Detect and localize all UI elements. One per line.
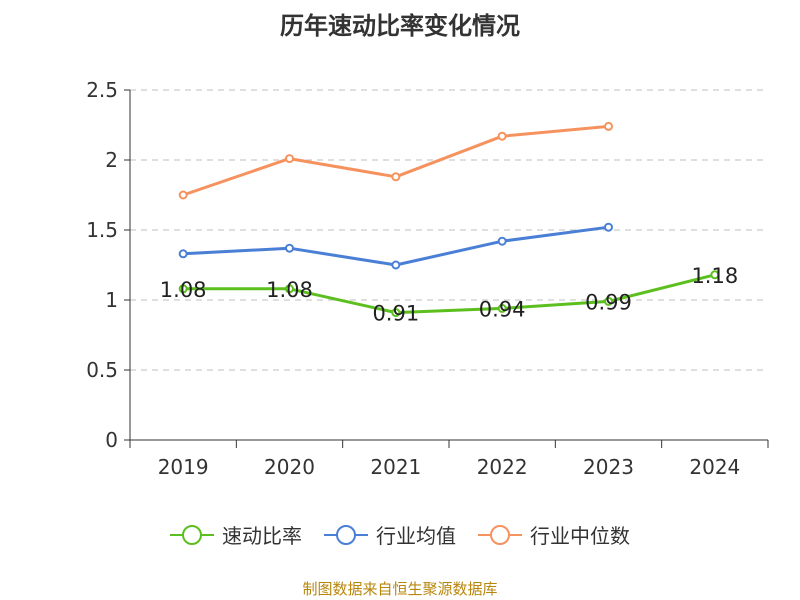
legend-item-industry-mean[interactable]: 行业均值 (324, 520, 456, 549)
y-tick-label: 1.5 (86, 218, 118, 242)
data-label: 1.18 (691, 264, 738, 288)
chart-title: 历年速动比率变化情况 (280, 12, 520, 40)
data-label: 0.99 (585, 290, 632, 314)
chart-legend: 速动比率 行业均值 行业中位数 (0, 520, 800, 549)
data-point (604, 121, 613, 131)
data-point (604, 222, 613, 232)
data-point (391, 172, 401, 182)
legend-item-industry-median[interactable]: 行业中位数 (478, 520, 630, 549)
data-point (497, 303, 507, 313)
series-line (182, 124, 609, 197)
x-tick-label: 2022 (477, 455, 528, 479)
data-label: 0.91 (372, 302, 419, 326)
data-point (497, 236, 507, 246)
data-point (391, 308, 401, 318)
data-source-note: 制图数据来自恒生聚源数据库 (302, 580, 498, 598)
data-point (285, 154, 294, 164)
data-label: 1.08 (160, 278, 207, 302)
y-tick-label: 0 (105, 428, 118, 452)
y-tick-label: 2.5 (86, 78, 118, 102)
x-tick-label: 2020 (264, 455, 315, 479)
data-point (178, 284, 188, 294)
legend-label: 速动比率 (222, 524, 302, 548)
legend-line-icon (478, 524, 522, 545)
data-point (285, 284, 294, 294)
data-point (178, 249, 188, 259)
legend-line-icon (170, 524, 214, 545)
x-tick-label: 2024 (689, 455, 740, 479)
legend-line-icon (324, 524, 368, 545)
data-point (497, 131, 507, 141)
data-point (178, 190, 188, 200)
data-point (285, 243, 294, 253)
x-tick-label: 2021 (370, 455, 421, 479)
legend-label: 行业均值 (376, 524, 456, 548)
series-line (183, 273, 716, 315)
x-tick-label: 2023 (583, 455, 634, 479)
data-point (391, 260, 401, 270)
data-label: 0.94 (479, 297, 526, 321)
y-tick-label: 0.5 (86, 358, 118, 382)
y-tick-label: 1 (105, 288, 118, 312)
data-point (710, 270, 720, 280)
legend-item-quick-ratio[interactable]: 速动比率 (170, 520, 302, 549)
data-label: 1.08 (266, 278, 313, 302)
x-tick-label: 2019 (158, 455, 209, 479)
data-point (604, 296, 613, 306)
series-line (183, 225, 609, 267)
y-tick-label: 2 (105, 148, 118, 172)
legend-label: 行业中位数 (530, 524, 630, 548)
